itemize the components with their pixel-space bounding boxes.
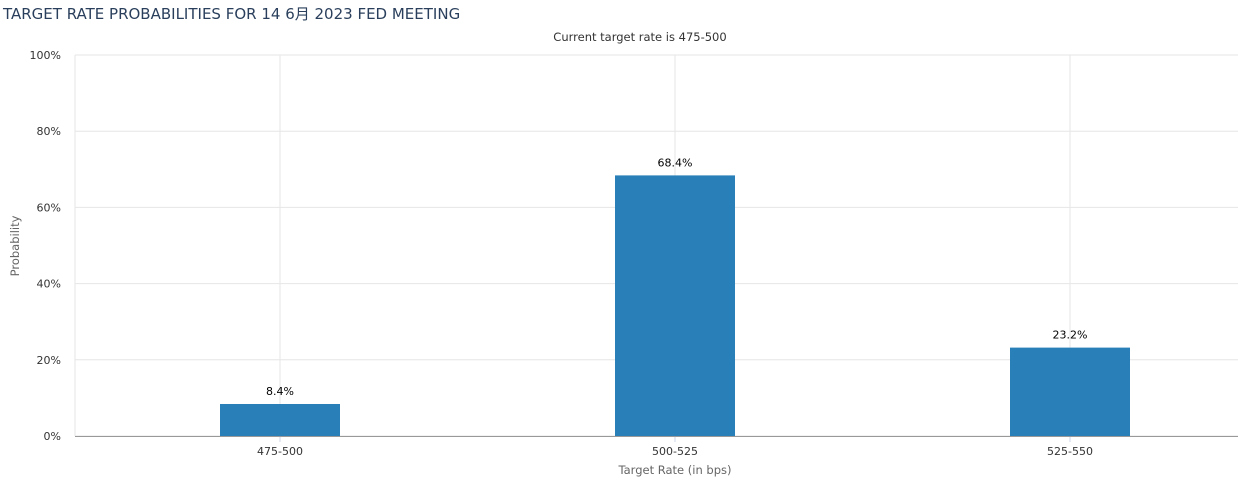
y-axis-label: Probability	[8, 215, 22, 276]
bar-525-550	[1010, 347, 1130, 436]
bar-500-525	[615, 175, 735, 436]
x-axis-ticks: 475-500 500-525 525-550	[257, 436, 1093, 458]
y-tick-label: 0%	[44, 430, 61, 443]
y-tick-label: 80%	[37, 125, 61, 138]
x-tick-label: 525-550	[1047, 445, 1093, 458]
x-tick-label: 500-525	[652, 445, 698, 458]
y-tick-label: 20%	[37, 354, 61, 367]
y-axis-ticks: 0% 20% 40% 60% 80% 100%	[30, 49, 61, 443]
chart-title: TARGET RATE PROBABILITIES FOR 14 6月 2023…	[3, 5, 461, 23]
x-tick-label: 475-500	[257, 445, 303, 458]
bar-value-label: 23.2%	[1053, 329, 1088, 342]
bar-475-500	[220, 403, 340, 436]
bar-value-label: 8.4%	[266, 385, 294, 398]
chart-subtitle: Current target rate is 475-500	[553, 30, 727, 44]
bar-value-label: 68.4%	[658, 156, 693, 169]
y-tick-label: 40%	[37, 278, 61, 291]
bars: 8.4% 68.4% 23.2%	[220, 156, 1130, 436]
y-tick-label: 100%	[30, 49, 61, 62]
x-axis-label: Target Rate (in bps)	[618, 463, 732, 477]
y-tick-label: 60%	[37, 201, 61, 214]
